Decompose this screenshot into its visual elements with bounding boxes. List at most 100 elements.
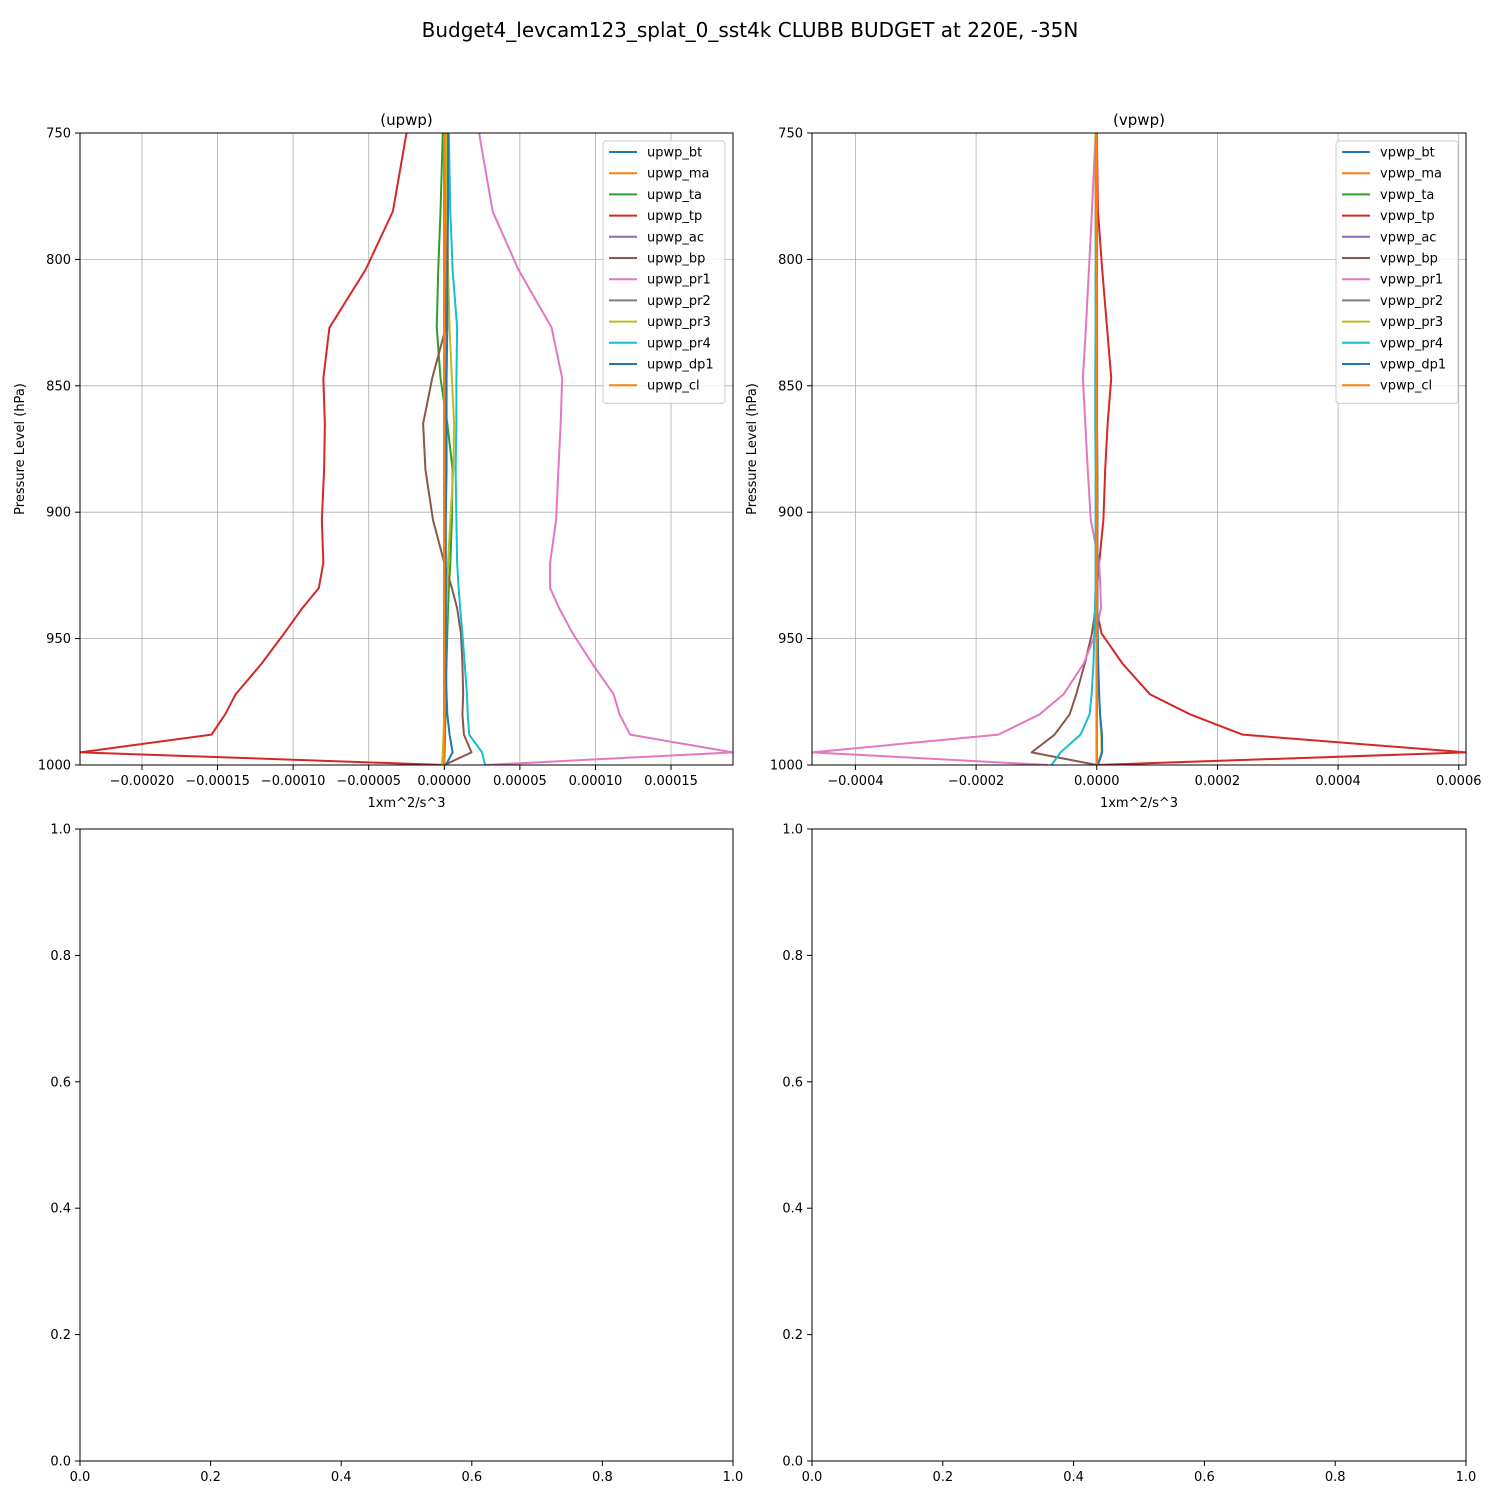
legend-label-vpwp_bt: vpwp_bt — [1380, 146, 1435, 161]
x-tick-label: 0.2 — [932, 1470, 953, 1485]
legend-label-vpwp_pr3: vpwp_pr3 — [1380, 315, 1443, 330]
y-tick-label: 1.0 — [50, 823, 71, 838]
y-tick-label: 800 — [778, 253, 803, 268]
y-tick-label: 950 — [46, 632, 71, 647]
plot-area — [80, 829, 733, 1461]
axes-frame — [811, 132, 1467, 766]
x-tick-label: 0.00015 — [644, 774, 698, 789]
legend-label-vpwp_ma: vpwp_ma — [1380, 167, 1442, 182]
y-tick-label: 900 — [778, 506, 803, 521]
series-lines — [80, 133, 733, 765]
x-tick-label: −0.0002 — [948, 774, 1004, 789]
series-line-vpwp_pr4 — [1050, 133, 1098, 765]
legend-label-vpwp_tp: vpwp_tp — [1380, 209, 1435, 224]
x-axis-label: 1xm^2/s^3 — [1100, 796, 1178, 811]
panels: −0.00020 −0.00015 −0.00010 −0.00005 0.00000 0… — [13, 111, 1482, 1485]
chart-panel-1: −0.00020 −0.00015 −0.00010 −0.00005 0.00000 0… — [13, 111, 734, 811]
y-axis-label: Pressure Level (hPa) — [13, 383, 28, 515]
chart-panel-2: −0.0004 −0.0002 0.0000 0.0002 0.0004 0.0006 75… — [745, 111, 1482, 811]
x-tick-label: 0.4 — [1063, 1470, 1084, 1485]
y-tick-label: 0.2 — [50, 1328, 71, 1343]
y-tick-label: 0.8 — [50, 949, 71, 964]
legend-label-vpwp_ac: vpwp_ac — [1380, 230, 1436, 245]
x-tick-label: 0.6 — [1194, 1470, 1215, 1485]
axes-title: (upwp) — [380, 111, 433, 129]
y-tick-label: 0.4 — [782, 1202, 803, 1217]
x-tick-label: −0.00005 — [336, 774, 401, 789]
chart-panel-3: 0.0 0.2 0.4 0.6 0.8 1.0 0.0 0.2 0.4 0.6 0.8 1.0 — [50, 823, 743, 1486]
axes-title: (vpwp) — [1113, 111, 1165, 129]
legend-label-upwp_ta: upwp_ta — [647, 188, 702, 203]
axes-frame — [79, 828, 734, 1462]
x-tick-label: 0.4 — [331, 1470, 352, 1485]
y-tick-label: 950 — [778, 632, 803, 647]
figure-suptitle: Budget4_levcam123_splat_0_sst4k CLUBB BU… — [422, 18, 1079, 42]
y-tick-label: 0.6 — [782, 1075, 803, 1090]
legend-label-vpwp_bp: vpwp_bp — [1380, 252, 1438, 267]
x-tick-label: −0.00010 — [261, 774, 326, 789]
x-tick-label: −0.0004 — [827, 774, 883, 789]
y-tick-label: 0.6 — [50, 1075, 71, 1090]
y-tick-label: 0.0 — [782, 1455, 803, 1470]
legend-label-upwp_ac: upwp_ac — [647, 230, 704, 245]
x-tick-label: −0.00015 — [185, 774, 250, 789]
series-line-upwp_pr4 — [447, 133, 487, 765]
legend-label-upwp_bt: upwp_bt — [647, 146, 702, 161]
series-line-upwp_ta — [435, 133, 454, 765]
y-tick-label: 1000 — [38, 759, 71, 774]
x-tick-label: −0.00020 — [110, 774, 175, 789]
series-line-upwp_pr1 — [478, 133, 733, 765]
legend-label-vpwp_pr4: vpwp_pr4 — [1380, 336, 1443, 351]
legend-label-upwp_pr3: upwp_pr3 — [647, 315, 711, 330]
y-tick-label: 850 — [778, 379, 803, 394]
x-tick-label: 0.0000 — [1074, 774, 1120, 789]
legend: upwp_bt upwp_ma upwp_ta upwp_tp upwp_ac upwp_… — [602, 140, 726, 404]
series-line-upwp_tp — [80, 133, 445, 765]
x-tick-label: 0.0006 — [1436, 774, 1482, 789]
y-tick-label: 800 — [46, 253, 71, 268]
legend-frame — [1335, 140, 1459, 404]
y-tick-label: 750 — [778, 127, 803, 142]
x-tick-label: 1.0 — [1456, 1470, 1477, 1485]
y-tick-label: 850 — [46, 379, 71, 394]
plot-area — [812, 829, 1466, 1461]
y-tick-label: 750 — [46, 127, 71, 142]
x-tick-label: 0.0004 — [1315, 774, 1361, 789]
x-tick-label: 0.0 — [802, 1470, 823, 1485]
x-tick-label: 0.0 — [70, 1470, 91, 1485]
legend-label-vpwp_pr1: vpwp_pr1 — [1380, 273, 1443, 288]
y-tick-label: 0.8 — [782, 949, 803, 964]
x-tick-label: 1.0 — [723, 1470, 744, 1485]
y-tick-label: 0.4 — [50, 1202, 71, 1217]
x-axis-label: 1xm^2/s^3 — [367, 796, 445, 811]
legend-label-upwp_ma: upwp_ma — [647, 167, 710, 182]
x-tick-label: 0.00000 — [417, 774, 471, 789]
series-line-upwp_dp1 — [444, 133, 454, 765]
legend-label-vpwp_dp1: vpwp_dp1 — [1380, 358, 1446, 373]
legend-frame — [602, 140, 726, 404]
y-tick-label: 0.0 — [50, 1455, 71, 1470]
legend-label-upwp_pr1: upwp_pr1 — [647, 273, 711, 288]
legend-label-upwp_tp: upwp_tp — [647, 209, 702, 224]
y-tick-label: 0.2 — [782, 1328, 803, 1343]
x-tick-label: 0.8 — [592, 1470, 613, 1485]
x-tick-label: 0.6 — [461, 1470, 482, 1485]
y-tick-label: 1.0 — [782, 823, 803, 838]
axes-frame — [811, 828, 1467, 1462]
legend-label-vpwp_pr2: vpwp_pr2 — [1380, 294, 1443, 309]
y-tick-label: 1000 — [770, 759, 803, 774]
legend-label-upwp_bp: upwp_bp — [647, 252, 705, 267]
legend-label-upwp_dp1: upwp_dp1 — [647, 358, 714, 373]
x-tick-label: 0.00010 — [569, 774, 623, 789]
y-axis-label: Pressure Level (hPa) — [745, 383, 760, 515]
axes-frame — [79, 132, 734, 766]
x-tick-label: 0.2 — [200, 1470, 221, 1485]
legend-label-upwp_pr4: upwp_pr4 — [647, 336, 711, 351]
x-tick-label: 0.0002 — [1195, 774, 1241, 789]
series-line-vpwp_pr1 — [812, 133, 1102, 765]
legend-label-vpwp_cl: vpwp_cl — [1380, 379, 1432, 394]
legend-label-vpwp_ta: vpwp_ta — [1380, 188, 1434, 203]
x-tick-label: 0.8 — [1325, 1470, 1346, 1485]
chart-panel-4: 0.0 0.2 0.4 0.6 0.8 1.0 0.0 0.2 0.4 0.6 0.8 1.0 — [782, 823, 1476, 1486]
